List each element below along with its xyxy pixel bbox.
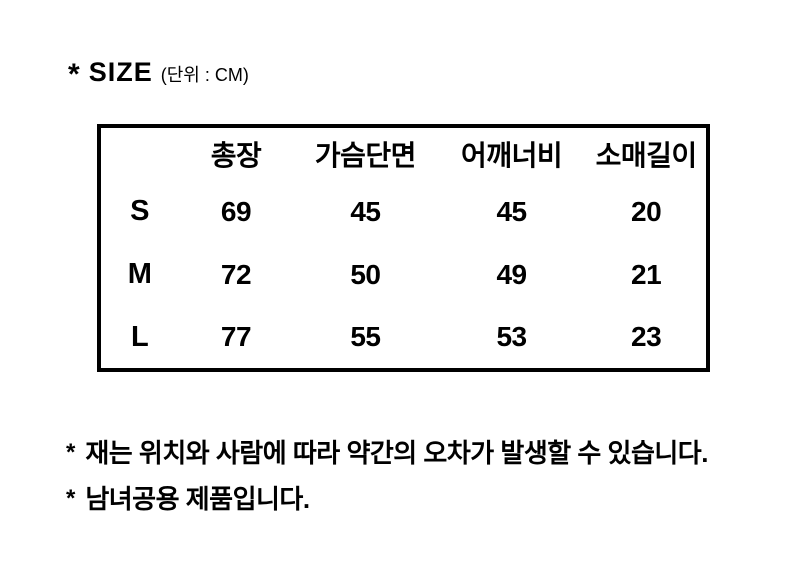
- header-cell-sleeve: 소매길이: [595, 140, 698, 171]
- size-row-m: M 72 50 49 21: [99, 243, 708, 306]
- size-row-s: S 69 45 45 20: [99, 180, 708, 243]
- sleeve-value-cell: 23: [631, 321, 662, 353]
- header-cell-shoulder: 어깨너비: [461, 140, 563, 171]
- chest-value-cell: 45: [350, 195, 381, 227]
- size-label-cell: S: [130, 195, 149, 228]
- length-value-cell: 69: [220, 195, 252, 227]
- notes-section: * 재는 위치와 사람에 따라 약간의 오차가 발생할 수 있습니다. * 남녀…: [66, 428, 708, 520]
- header-cell-length: 총장: [210, 140, 262, 171]
- size-title-label: SIZE: [88, 57, 153, 87]
- length-value-cell: 77: [220, 321, 252, 353]
- asterisk-icon: *: [66, 485, 76, 512]
- shoulder-value-cell: 53: [496, 321, 527, 353]
- size-table-header-row: 총장 가슴단면 어깨너비 소매길이: [99, 126, 708, 180]
- note-text: 재는 위치와 사람에 따라 약간의 오차가 발생할 수 있습니다.: [85, 437, 708, 468]
- shoulder-value-cell: 49: [496, 258, 527, 290]
- chest-value-cell: 55: [350, 321, 381, 353]
- header-cell-chest: 가슴단면: [314, 140, 417, 171]
- sleeve-value-cell: 21: [631, 258, 662, 290]
- page-title: * SIZE (단위 : CM): [68, 55, 249, 91]
- size-label-cell: L: [130, 320, 149, 353]
- header-cell-size: [99, 126, 178, 180]
- size-table: 총장 가슴단면 어깨너비 소매길이 S 69 45 45 20 M 72 50 …: [97, 124, 710, 372]
- size-row-l: L 77 55 53 23: [99, 307, 708, 370]
- shoulder-value-cell: 45: [496, 195, 527, 227]
- note-text: 남녀공용 제품입니다.: [85, 483, 310, 514]
- asterisk-icon: *: [68, 58, 80, 91]
- chest-value-cell: 50: [350, 258, 381, 290]
- sleeve-value-cell: 20: [631, 195, 662, 227]
- length-value-cell: 72: [220, 258, 252, 290]
- asterisk-icon: *: [66, 439, 76, 466]
- note-measurement-tolerance: * 재는 위치와 사람에 따라 약간의 오차가 발생할 수 있습니다.: [66, 428, 708, 474]
- note-unisex: * 남녀공용 제품입니다.: [66, 474, 708, 520]
- size-label-cell: M: [127, 258, 152, 291]
- size-unit-label: (단위 : CM): [160, 65, 249, 85]
